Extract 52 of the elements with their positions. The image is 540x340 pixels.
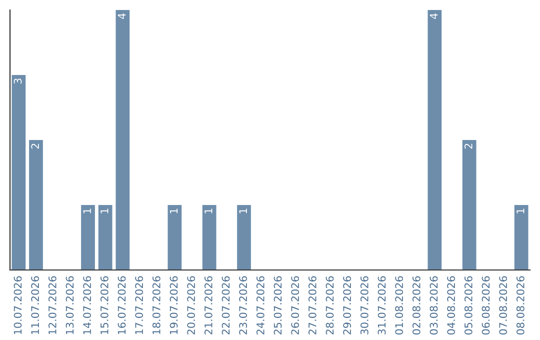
x-tick-label: 17.07.2026 xyxy=(135,276,144,334)
x-tick-label: 30.07.2026 xyxy=(360,276,368,334)
data-label: 1 xyxy=(239,208,247,214)
x-tick-label: 07.08.2026 xyxy=(499,276,508,335)
x-tick-label: 24.07.2026 xyxy=(256,276,264,334)
x-tick-label: 21.07.2026 xyxy=(204,276,212,334)
x-tick-label: 12.07.2026 xyxy=(48,276,56,334)
x-tick-label: 04.08.2026 xyxy=(447,276,456,335)
x-tick-label: 13.07.2026 xyxy=(66,276,74,334)
x-tick-label: 18.07.2026 xyxy=(152,276,160,334)
x-tick-label: 11.07.2026 xyxy=(31,276,40,334)
bar xyxy=(202,205,216,270)
data-label: 1 xyxy=(100,208,108,214)
x-tick-label: 20.07.2026 xyxy=(187,276,196,334)
bar xyxy=(29,140,43,270)
x-tick-label: 23.07.2026 xyxy=(239,276,248,334)
x-tick-label: 16.07.2026 xyxy=(118,276,126,334)
bar xyxy=(168,205,182,270)
bar xyxy=(116,10,130,270)
x-tick-label: 22.07.2026 xyxy=(222,276,230,334)
x-tick-label: 15.07.2026 xyxy=(100,276,108,334)
bar xyxy=(462,140,476,270)
bar xyxy=(12,75,26,270)
x-tick-label: 31.07.2026 xyxy=(378,276,386,334)
x-tick-label: 01.08.2026 xyxy=(395,276,404,335)
bar xyxy=(514,205,528,270)
x-tick-label: 05.08.2026 xyxy=(464,276,472,335)
bar xyxy=(98,205,112,270)
x-tick-label: 28.07.2026 xyxy=(326,276,334,334)
x-tick-label: 02.08.2026 xyxy=(412,276,420,335)
bar xyxy=(428,10,442,270)
x-tick-label: 10.07.2026 xyxy=(14,276,22,334)
x-tick-label: 08.08.2026 xyxy=(516,276,524,335)
data-label: 2 xyxy=(31,144,39,149)
x-tick-label: 25.07.2026 xyxy=(274,276,282,334)
data-label: 3 xyxy=(14,78,22,84)
x-tick-label: 14.07.2026 xyxy=(83,276,92,334)
x-tick-label: 06.08.2026 xyxy=(482,276,490,335)
x-tick-label: 19.07.2026 xyxy=(170,276,178,334)
data-label: 1 xyxy=(516,208,524,214)
data-label: 1 xyxy=(83,208,91,214)
data-label: 4 xyxy=(430,13,438,19)
x-tick-label: 03.08.2026 xyxy=(430,276,438,335)
x-tick-label: 26.07.2026 xyxy=(291,276,300,334)
bar xyxy=(237,205,251,270)
x-tick-label: 29.07.2026 xyxy=(343,276,352,334)
data-label: 1 xyxy=(170,208,178,214)
x-tick-label: 27.07.2026 xyxy=(308,276,316,334)
data-label: 1 xyxy=(204,208,212,214)
data-label: 2 xyxy=(464,144,472,149)
data-label: 4 xyxy=(118,13,126,19)
bar xyxy=(81,205,95,270)
